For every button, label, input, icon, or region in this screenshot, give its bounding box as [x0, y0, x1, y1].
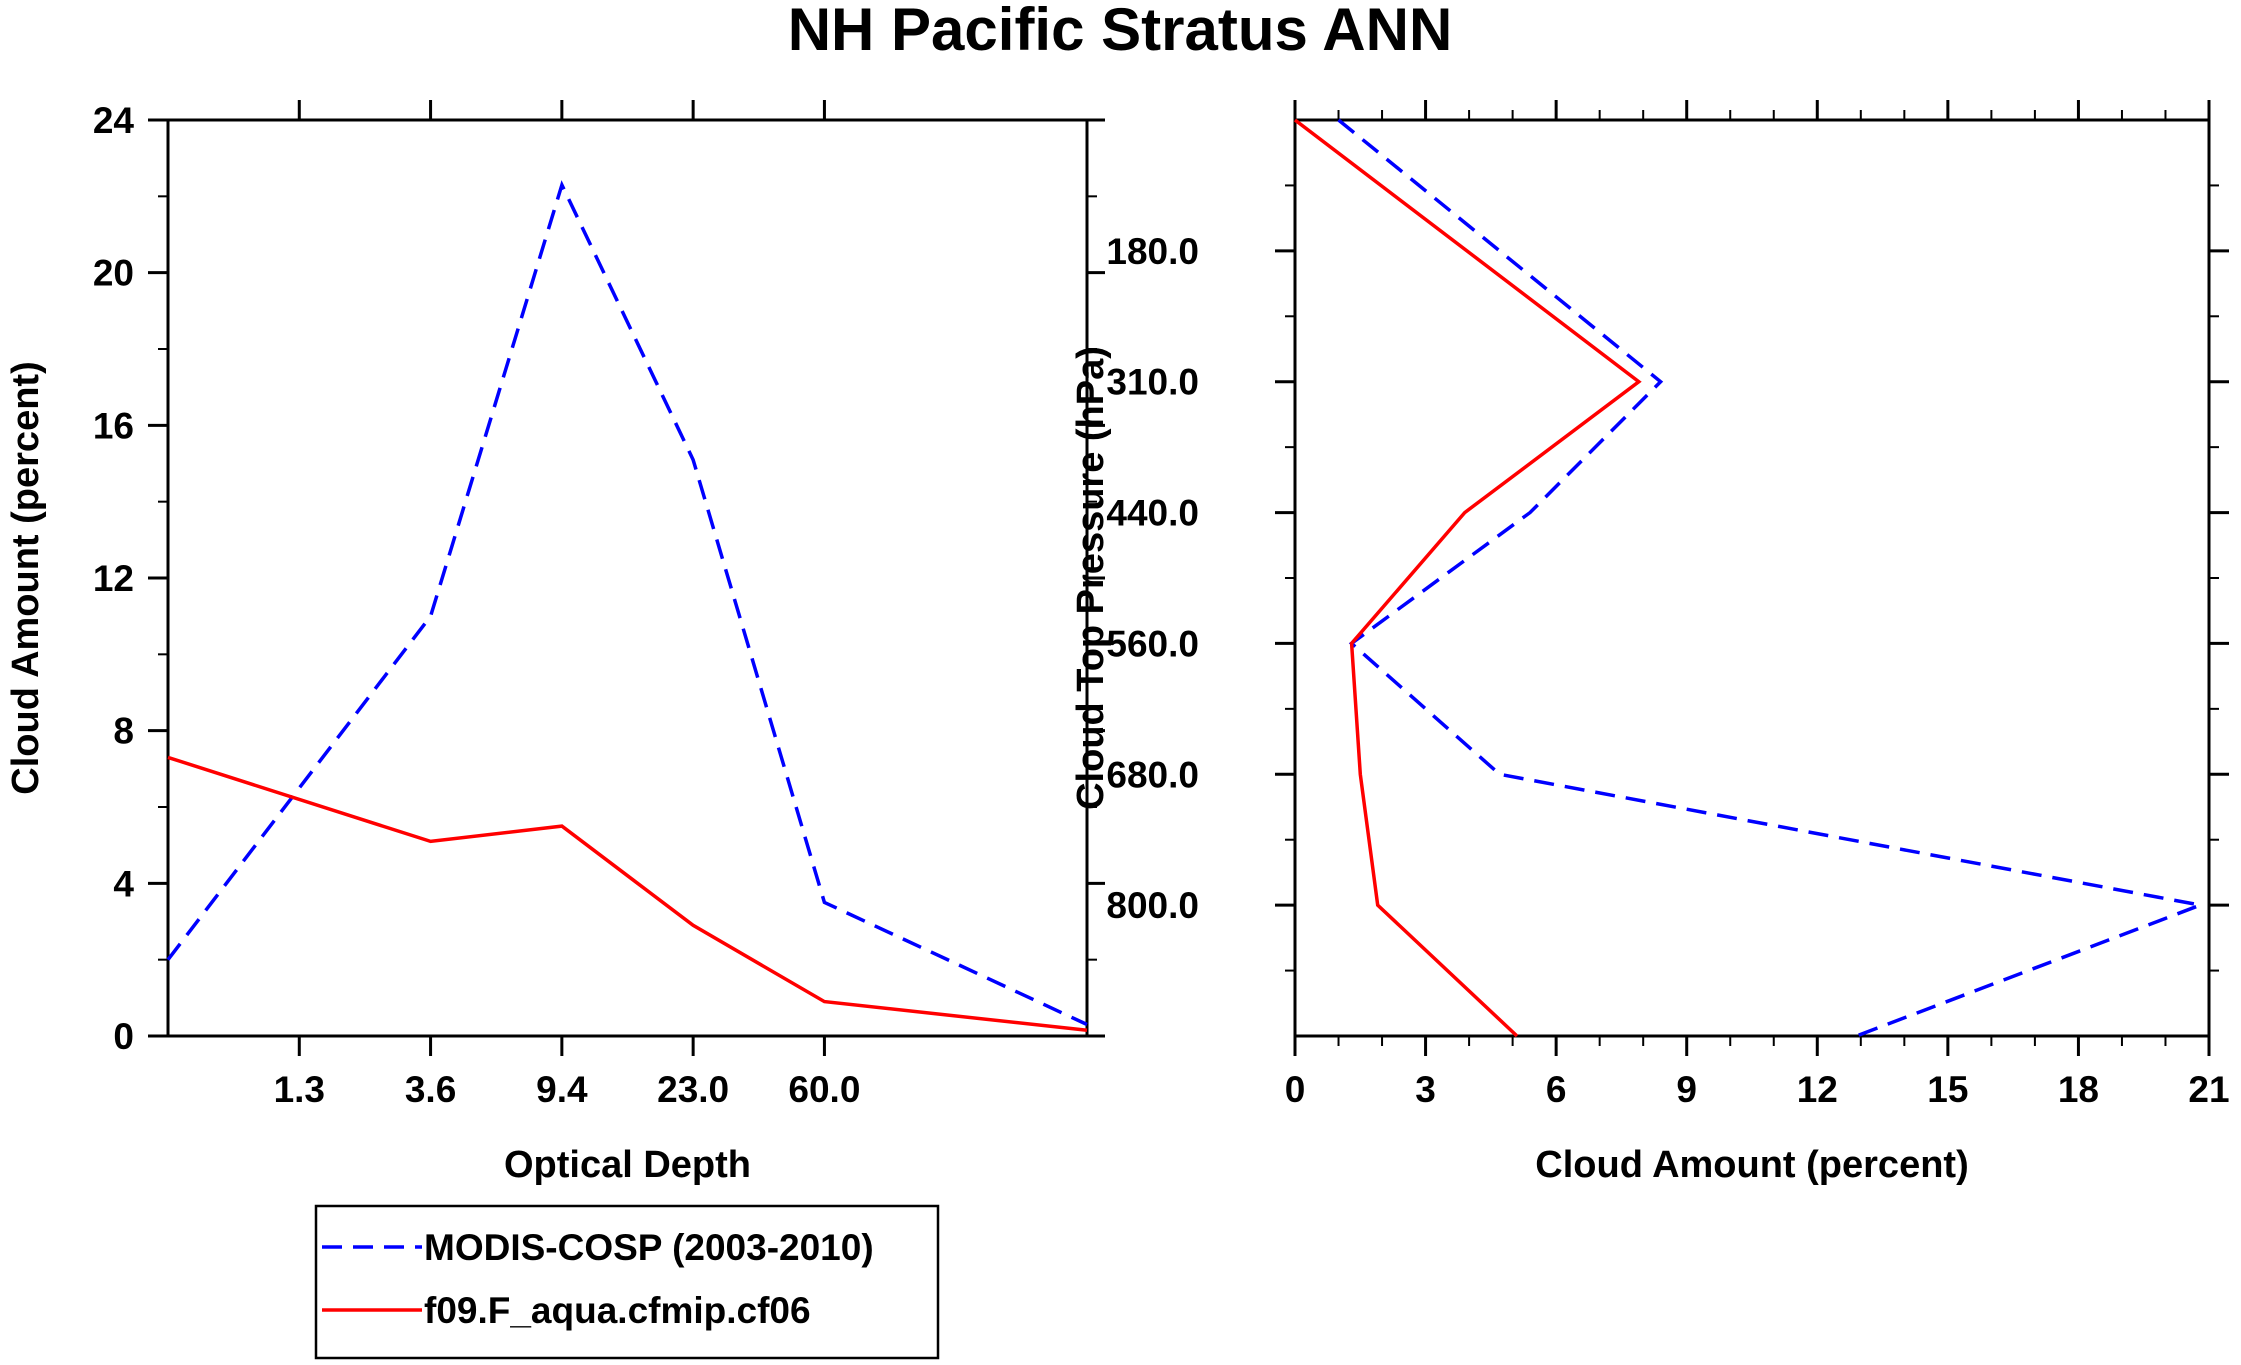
x-tick-label: 3 — [1415, 1069, 1436, 1110]
x-axis-label: Cloud Amount (percent) — [1535, 1144, 1968, 1186]
legend: MODIS-COSP (2003-2010) f09.F_aqua.cfmip.… — [314, 1204, 940, 1360]
y-tick-label: 680.0 — [1106, 754, 1199, 795]
y-axis-label: Cloud Amount (percent) — [5, 361, 47, 794]
y-tick-label: 800.0 — [1106, 885, 1199, 926]
y-tick-label: 20 — [93, 253, 134, 294]
x-tick-label: 0 — [1285, 1069, 1306, 1110]
optical-depth-panel: 0 4 8 12 16 20 24 1.3 3.6 9.4 23.0 60.0 Optical Dept… — [5, 100, 1105, 1186]
legend-label-model: f09.F_aqua.cfmip.cf06 — [424, 1290, 811, 1331]
series-line-model — [167, 755, 1088, 1033]
series-line-modis — [166, 180, 1088, 1027]
chart-title: NH Pacific Stratus ANN — [788, 0, 1453, 63]
x-tick-label: 3.6 — [405, 1069, 456, 1110]
legend-label-modis: MODIS-COSP (2003-2010) — [424, 1227, 874, 1268]
plot-frame — [166, 118, 1089, 1038]
series-line-model — [1293, 118, 1642, 1038]
y-tick-label: 4 — [113, 863, 134, 904]
y-tick-label: 8 — [113, 711, 134, 752]
legend-box — [314, 1204, 940, 1360]
x-tick-label: 18 — [2058, 1069, 2099, 1110]
y-tick-label: 12 — [93, 558, 134, 599]
y-axis-label: Cloud Top Pressure (hPa) — [1070, 346, 1112, 810]
pressure-profile-panel: 0 3 6 9 12 15 18 21 180.0 310.0 440.0 560.0 680.0 800… — [1070, 100, 2230, 1186]
x-tick-label: 15 — [1927, 1069, 1968, 1110]
x-tick-label: 23.0 — [657, 1069, 729, 1110]
x-tick-label: 9 — [1676, 1069, 1697, 1110]
x-tick-label: 21 — [2188, 1069, 2229, 1110]
y-tick-label: 440.0 — [1106, 493, 1199, 534]
x-tick-label: 1.3 — [274, 1069, 325, 1110]
y-tick-label: 180.0 — [1106, 231, 1199, 272]
x-axis-label: Optical Depth — [504, 1144, 751, 1186]
x-tick-label: 6 — [1546, 1069, 1567, 1110]
y-tick-label: 0 — [113, 1016, 134, 1057]
y-tick-label: 24 — [93, 100, 135, 141]
y-tick-label: 310.0 — [1106, 362, 1199, 403]
x-tick-label: 12 — [1797, 1069, 1838, 1110]
plot-frame — [1293, 118, 2211, 1038]
series-line-modis — [1337, 118, 2207, 1038]
x-tick-label: 60.0 — [788, 1069, 860, 1110]
y-tick-label: 16 — [93, 405, 134, 446]
x-tick-label: 9.4 — [536, 1069, 588, 1110]
y-tick-label: 560.0 — [1106, 623, 1199, 664]
